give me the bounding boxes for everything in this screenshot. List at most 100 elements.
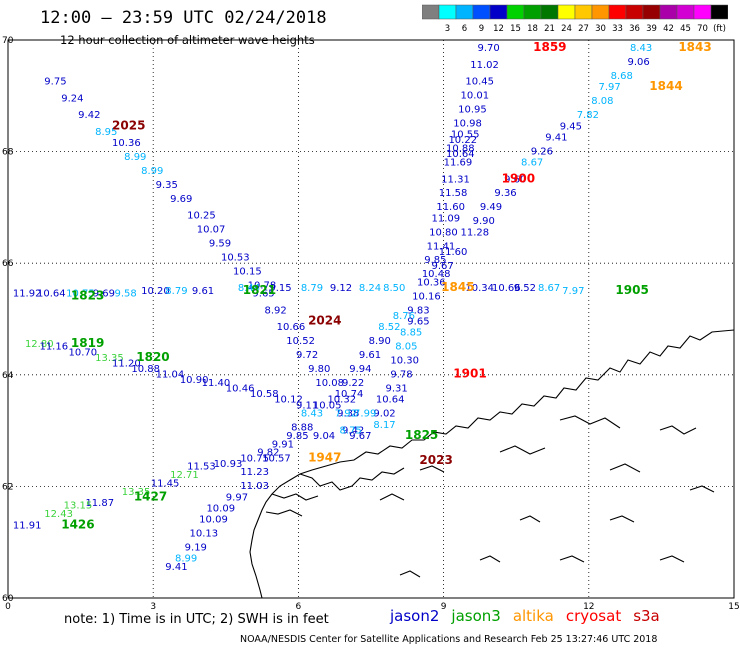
wave-height-value: 11.92 — [13, 289, 42, 300]
y-tick-label: 60 — [2, 594, 14, 604]
wave-height-value: 9.75 — [44, 77, 66, 88]
y-tick-label: 64 — [2, 371, 14, 381]
wave-height-value: 11.45 — [151, 478, 180, 489]
wave-height-value: 10.64 — [446, 149, 475, 160]
wave-height-value: 9.42 — [78, 110, 100, 121]
legend-item-s3a: s3a — [633, 607, 660, 625]
wave-height-value: 9.69 — [93, 289, 115, 300]
wave-height-value: 10.64 — [37, 289, 66, 300]
wave-height-value: 9.72 — [296, 350, 318, 361]
wave-height-value: 9.90 — [473, 216, 495, 227]
wave-height-value: 11.60 — [436, 202, 465, 213]
wave-height-value: 10.55 — [451, 130, 480, 141]
wave-height-value: 9.36 — [494, 188, 516, 199]
wave-height-value: 9.85 — [424, 255, 446, 266]
wave-height-value: 10.45 — [465, 77, 494, 88]
scale-label: 6 — [462, 24, 467, 34]
pass-id-label: 1905 — [615, 283, 648, 297]
y-tick-label: 70 — [2, 36, 14, 46]
wave-height-value: 7.82 — [577, 110, 599, 121]
wave-height-value: 7.92 — [335, 409, 357, 420]
wave-height-value: 11.41 — [427, 241, 456, 252]
wave-height-value: 8.99 — [175, 554, 197, 565]
wave-height-value: 8.79 — [301, 283, 323, 294]
pass-id-label: 1820 — [136, 350, 169, 364]
wave-height-value: 8.43 — [630, 43, 652, 54]
wave-height-value: 10.20 — [141, 286, 170, 297]
wave-height-value: 13.35 — [122, 487, 151, 498]
wave-height-value: 10.78 — [248, 280, 277, 291]
wave-height-value: 8.17 — [373, 420, 395, 431]
legend-item-jason3: jason3 — [451, 607, 501, 625]
wave-height-value: 9.45 — [560, 121, 582, 132]
scale-label: 24 — [561, 24, 572, 34]
scale-label: 39 — [646, 24, 657, 34]
x-tick-label: 15 — [728, 602, 739, 612]
wave-height-value: 8.99 — [141, 166, 163, 177]
wave-height-value: 8.05 — [395, 342, 417, 353]
wave-height-value: 12.43 — [44, 509, 73, 520]
wave-height-value: 9.41 — [545, 132, 567, 143]
wave-height-value: 9.58 — [114, 289, 136, 300]
pass-id-label: 1821 — [243, 283, 276, 297]
wave-height-value: 10.12 — [274, 395, 303, 406]
x-tick-label: 6 — [296, 602, 302, 612]
scale-label: 9 — [479, 24, 484, 34]
wave-height-value: 10.34 — [465, 283, 494, 294]
wave-height-value: 8.50 — [383, 283, 405, 294]
legend-item-altika: altika — [512, 607, 554, 625]
wave-height-value: 9.42 — [342, 425, 364, 436]
axis-tick-labels: 0 3 6 9 12 15 70 68 66 64 62 60 — [2, 36, 740, 612]
scale-label: 70 — [697, 24, 708, 34]
wave-height-value: 9.67 — [432, 261, 454, 272]
scale-label: 36 — [629, 24, 640, 34]
wave-height-value: 8.92 — [265, 305, 287, 316]
wave-height-value: 9.02 — [373, 409, 395, 420]
wave-height-value: 10.25 — [187, 211, 216, 222]
wave-height-value: 8.75 — [340, 425, 362, 436]
wave-height-value: 8.44 — [238, 283, 260, 294]
coastline — [249, 329, 735, 599]
wave-height-value: 8.90 — [369, 336, 391, 347]
wave-height-value: 8.88 — [291, 423, 313, 434]
wave-height-value: 9.60 — [504, 174, 526, 185]
wave-height-value: 9.61 — [359, 350, 381, 361]
pass-id-label: 1819 — [71, 336, 104, 350]
pass-id-label: 1901 — [453, 367, 486, 381]
wave-height-value: 8.85 — [400, 328, 422, 339]
wave-height-value: 9.59 — [209, 238, 231, 249]
wave-height-value: 10.64 — [376, 395, 405, 406]
scale-swatch — [710, 4, 728, 20]
wave-height-value: 8.67 — [521, 158, 543, 169]
scale-label: 21 — [544, 24, 555, 34]
scale-label: (ft) — [713, 24, 726, 34]
pass-id-label: 1845 — [441, 280, 474, 294]
x-tick-label: 3 — [150, 602, 156, 612]
scale-label: 45 — [680, 24, 691, 34]
wave-height-value: 11.91 — [13, 520, 42, 531]
wave-height-value: 10.32 — [327, 395, 356, 406]
wave-height-value: 9.15 — [269, 283, 291, 294]
wave-height-value: 9.49 — [480, 202, 502, 213]
wave-height-value: 11.20 — [112, 358, 141, 369]
wave-height-value: 9.70 — [477, 43, 499, 54]
pass-id-label: 2024 — [308, 314, 341, 328]
wave-height-value: 10.88 — [446, 144, 475, 155]
wave-height-value: 10.01 — [461, 91, 490, 102]
wave-height-value: 10.08 — [315, 378, 344, 389]
wave-height-value: 8.99 — [124, 152, 146, 163]
wave-height-value: 10.57 — [262, 453, 291, 464]
wave-height-value: 9.65 — [252, 289, 274, 300]
wave-height-value: 10.36 — [112, 138, 141, 149]
wave-height-value: 8.68 — [611, 71, 633, 82]
wave-height-value: 9.83 — [407, 305, 429, 316]
wave-height-value: 9.19 — [185, 543, 207, 554]
footer-note: note: 1) Time is in UTC; 2) SWH is in fe… — [64, 612, 329, 627]
wave-height-value: 9.52 — [514, 283, 536, 294]
x-tick-label: 9 — [441, 602, 447, 612]
wave-height-value: 9.12 — [330, 283, 352, 294]
wave-height-value: 10.09 — [199, 515, 228, 526]
wave-height-value: 12.80 — [25, 339, 54, 350]
wave-height-value: 9.65 — [407, 317, 429, 328]
wave-height-value: 11.58 — [439, 188, 468, 199]
